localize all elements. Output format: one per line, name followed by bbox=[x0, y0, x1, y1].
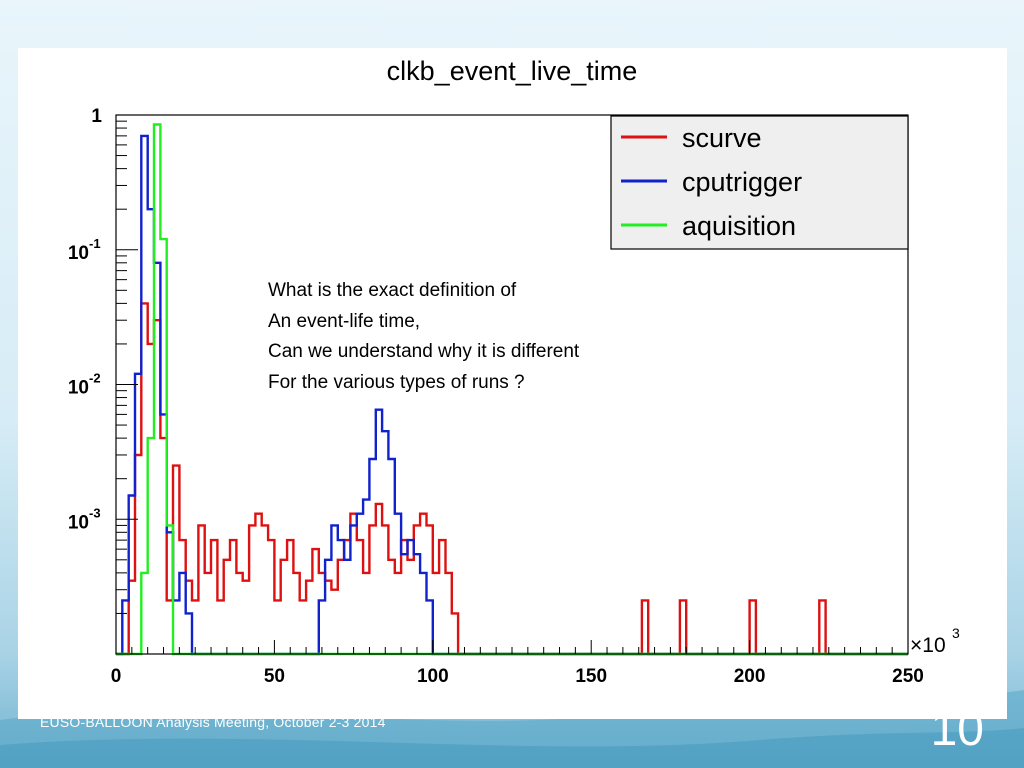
chart-title: clkb_event_live_time bbox=[387, 56, 638, 86]
slide-number: 10 bbox=[930, 703, 984, 756]
x-multiplier-base: ×10 bbox=[910, 634, 946, 657]
legend-label-aquisition: aquisition bbox=[682, 211, 796, 241]
legend-label-scurve: scurve bbox=[682, 123, 762, 153]
x-tick-label: 200 bbox=[734, 666, 766, 687]
x-tick-label: 150 bbox=[575, 666, 607, 687]
annotation-line: What is the exact definition of bbox=[268, 280, 517, 301]
y-tick-exponent: -2 bbox=[89, 371, 101, 386]
y-tick-label: 10 bbox=[68, 512, 89, 533]
series-layer bbox=[116, 123, 908, 656]
footer-meeting-label: EUSO-BALLOON Analysis Meeting, October 2… bbox=[40, 714, 386, 730]
y-tick-exponent: -1 bbox=[89, 236, 101, 251]
annotation-text: What is the exact definition of An event-… bbox=[268, 276, 708, 398]
y-tick-exponent: -3 bbox=[89, 505, 101, 520]
legend-label-cputrigger: cputrigger bbox=[682, 167, 802, 197]
x-multiplier: ×10 3 bbox=[910, 625, 960, 657]
series-line-aquisition bbox=[116, 123, 908, 656]
y-tick-label: 10 bbox=[68, 243, 89, 264]
histogram-plot: clkb_event_live_time 0 50 100 150 200 250110-… bbox=[68, 56, 960, 687]
y-tick-label: 10 bbox=[68, 378, 89, 399]
y-tick-label: 1 bbox=[91, 106, 102, 127]
x-multiplier-exponent: 3 bbox=[952, 625, 960, 641]
plot-canvas: clkb_event_live_time 0 50 100 150 200 250 1 10-… bbox=[18, 48, 1007, 719]
legend: scurve cputrigger aquisition bbox=[610, 115, 909, 250]
x-tick-label: 250 bbox=[892, 666, 924, 687]
x-tick-label: 100 bbox=[417, 666, 449, 687]
annotation-line: Can we understand why it is different bbox=[268, 341, 580, 362]
annotation-line: For the various types of runs ? bbox=[268, 371, 525, 393]
annotation-line: An event-life time, bbox=[268, 310, 421, 332]
x-tick-label: 50 bbox=[264, 666, 285, 687]
series-line-cputrigger bbox=[116, 134, 908, 656]
x-tick-label: 0 bbox=[111, 666, 122, 687]
